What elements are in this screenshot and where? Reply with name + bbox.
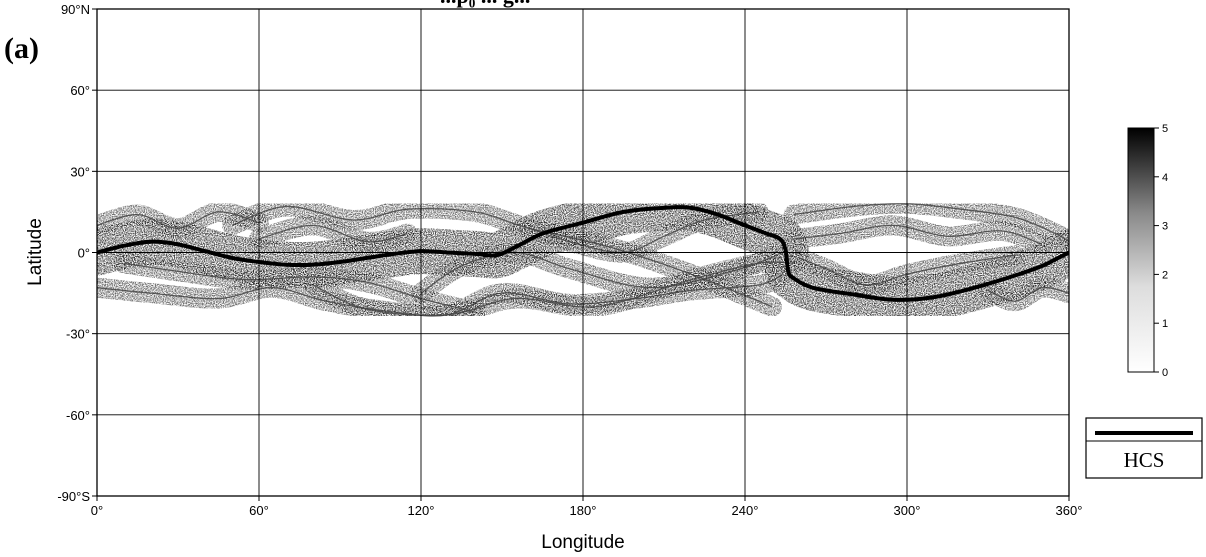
neutral-line [312, 261, 794, 316]
colorbar-gradient [1127, 127, 1155, 373]
legend: HCS [1085, 417, 1203, 479]
neutral-line [420, 251, 778, 294]
neutral-line-group [97, 203, 1069, 317]
neutral-line [231, 205, 773, 308]
colorbar-tick-label: 1 [1162, 318, 1168, 330]
x-tick-label: 60° [249, 503, 269, 518]
legend-box [1085, 417, 1203, 479]
neutral-line [258, 224, 408, 243]
y-axis-label: Latitude [25, 218, 46, 286]
y-tick-label: -60° [66, 408, 90, 423]
x-tick-label: 360° [1056, 503, 1083, 518]
y-tick-label: -30° [66, 327, 90, 342]
colorbar-tick-label: 2 [1162, 269, 1168, 281]
y-tick-label: -90°S [57, 489, 90, 504]
x-tick-label: 0° [91, 503, 103, 518]
x-axis-label: Longitude [541, 532, 624, 553]
colorbar-ticks: 0 1 2 3 4 5 [1154, 123, 1168, 379]
y-axis: 90°N 60° 30° 0° -30° -60° -90°S [57, 2, 97, 504]
x-axis: 0° 60° 120° 180° 240° 300° 360° [91, 496, 1083, 518]
colorbar-tick-label: 5 [1162, 123, 1168, 135]
panel-label: (a) [4, 32, 39, 65]
neutral-line [97, 211, 260, 229]
colorbar-tick-label: 0 [1162, 367, 1168, 379]
y-tick-label: 0° [78, 246, 90, 261]
neutral-line [793, 203, 1069, 243]
neutral-line [798, 254, 1016, 286]
x-tick-label: 300° [894, 503, 921, 518]
neutral-line [987, 286, 1069, 302]
neutral-line [793, 224, 1043, 246]
x-tick-label: 180° [570, 503, 597, 518]
legend-hcs-label: HCS [1124, 448, 1165, 472]
plot-area [97, 9, 1069, 496]
colorbar-tick-label: 4 [1162, 172, 1168, 184]
y-tick-label: 90°N [61, 2, 90, 17]
colorbar-tick-label: 3 [1162, 221, 1168, 233]
y-tick-label: 30° [70, 164, 90, 179]
y-tick-label: 60° [70, 83, 90, 98]
colorbar: 0 1 2 3 4 5 [1127, 123, 1168, 379]
x-tick-label: 120° [408, 503, 435, 518]
neutral-line [528, 211, 759, 254]
chart-title: ...p₀ ... g... [440, 0, 530, 8]
x-tick-label: 240° [732, 503, 759, 518]
hcs-line [97, 205, 1069, 302]
